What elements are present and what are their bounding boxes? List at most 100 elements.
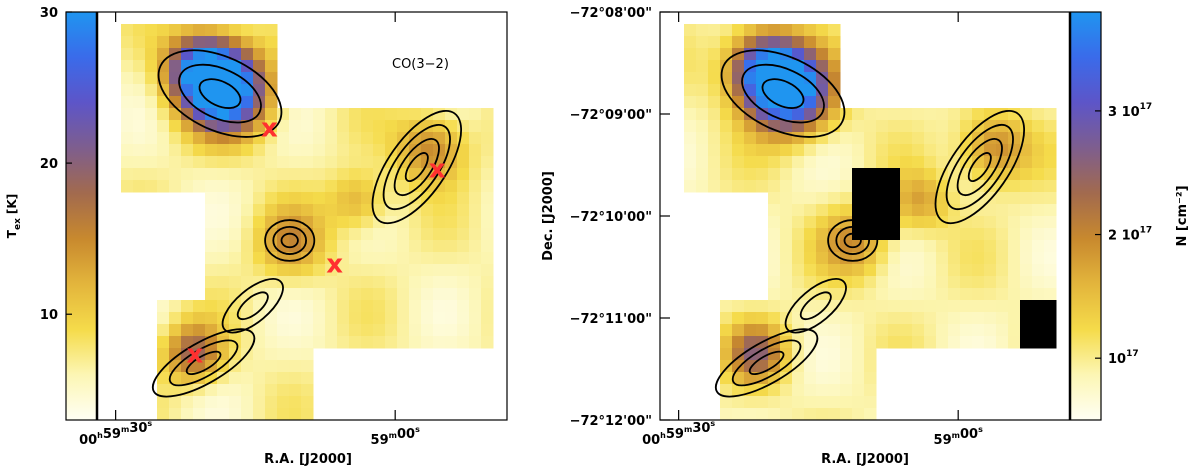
heatmap-cell [732,396,745,409]
heatmap-cell [876,300,889,313]
heatmap-cell [1020,204,1033,217]
heatmap-cell [1044,228,1057,241]
heatmap-cell [816,48,829,61]
heatmap-cell [768,384,781,397]
heatmap-cell [828,384,841,397]
heatmap-cell [445,324,458,337]
heatmap-cell [133,96,146,109]
heatmap-cell [828,24,841,37]
heatmap-cell [708,84,721,97]
co-contour [720,49,846,138]
heatmap-cell [756,168,769,181]
heatmap-cell [804,276,817,289]
heatmap-cell [732,24,745,37]
heatmap-cell [301,228,314,241]
heatmap-cell [265,264,278,277]
heatmap-cell [936,288,949,301]
heatmap-cell [888,168,901,181]
heatmap-cell [816,180,829,193]
heatmap-cell [301,132,314,145]
heatmap-cell [433,216,446,229]
heatmap-cell [301,156,314,169]
heatmap-cell [421,264,434,277]
heatmap-cell [780,336,793,349]
heatmap-cell [313,168,326,181]
heatmap-cell [1044,324,1057,337]
co-contour [934,109,1026,225]
heatmap-cell [696,84,709,97]
heatmap-cell [217,144,230,157]
heatmap-cell [864,144,877,157]
heatmap-cell [361,144,374,157]
heatmap-cell [349,120,362,133]
heatmap-cell [744,24,757,37]
heatmap-cell [984,252,997,265]
heatmap-cell [133,144,146,157]
heatmap-cell [241,168,254,181]
heatmap-cell [768,192,781,205]
heatmap-cell [780,144,793,157]
co-contour [731,339,802,387]
heatmap-cell [289,156,302,169]
heatmap-cell [828,276,841,289]
heatmap-cell [768,288,781,301]
heatmap-cell [1008,336,1021,349]
heatmap-cell [840,180,853,193]
heatmap-cell [241,36,254,49]
heatmap-cell [361,336,374,349]
heatmap-cell [1044,300,1057,313]
heatmap-cell [181,120,194,133]
heatmap-cell [301,360,314,373]
heatmap-cell [720,360,733,373]
heatmap-cell [253,300,266,313]
heatmap-cell [337,192,350,205]
heatmap-cell [409,108,422,121]
heatmap-cell [816,324,829,337]
heatmap-cell [241,108,254,121]
heatmap-cell [205,24,218,37]
heatmap-cell [349,192,362,205]
heatmap-cell [241,24,254,37]
heatmap-cell [864,348,877,361]
heatmap-cell [409,312,422,325]
heatmap-cell [816,312,829,325]
heatmap-cell [744,168,757,181]
heatmap-cell [457,264,470,277]
heatmap-cell [421,312,434,325]
heatmap-cell [481,288,494,301]
heatmap-cell [912,312,925,325]
heatmap-cell [121,84,134,97]
heatmap-cell [217,108,230,121]
heatmap-cell [457,168,470,181]
heatmap-cell [828,84,841,97]
heatmap-cell [301,192,314,205]
heatmap-cell [936,276,949,289]
heatmap-cell [936,252,949,265]
heatmap-cell [852,276,865,289]
heatmap-cell [313,324,326,337]
heatmap-cell [840,384,853,397]
heatmap-cell [205,156,218,169]
heatmap-cell [804,120,817,133]
heatmap-cell [984,336,997,349]
heatmap-cell [744,144,757,157]
heatmap-cell [888,288,901,301]
heatmap-cell [169,60,182,73]
heatmap-cell [804,84,817,97]
heatmap-cell [804,396,817,409]
heatmap-cell [409,264,422,277]
heatmap-cell [301,168,314,181]
heatmap-cell [1020,240,1033,253]
heatmap-cell [876,312,889,325]
heatmap-cell [900,252,913,265]
heatmap-cell [744,408,757,420]
heatmap-cell [457,312,470,325]
heatmap-cell [289,300,302,313]
heatmap-cell [804,204,817,217]
heatmap-cell [229,240,242,253]
heatmap-cell [349,288,362,301]
heatmap-cell [481,240,494,253]
heatmap-cell [864,192,877,205]
heatmap-cell [469,264,482,277]
heatmap-cell [145,84,158,97]
